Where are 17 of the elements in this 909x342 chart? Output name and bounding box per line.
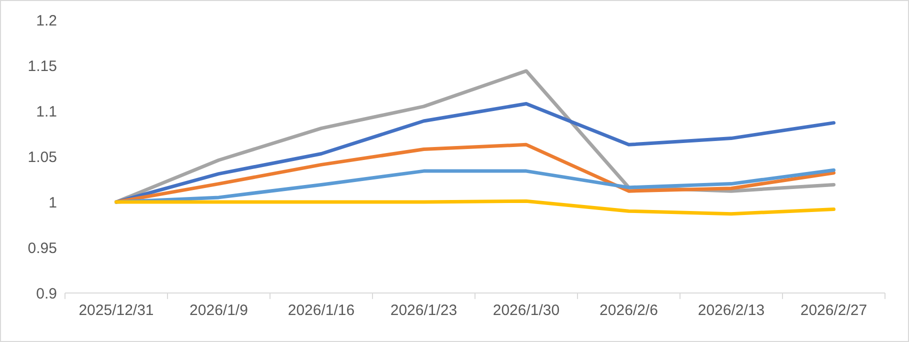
x-tick-label: 2026/1/30 <box>492 302 560 319</box>
y-tick-label: 1.1 <box>36 103 57 120</box>
y-tick-label: 1.05 <box>28 148 57 166</box>
y-tick-label: 1.15 <box>28 58 57 75</box>
line-series <box>114 142 836 204</box>
x-tick-label: 2026/2/27 <box>800 302 868 319</box>
x-tick-label: 2026/1/9 <box>190 302 248 319</box>
y-tick-label: 0.95 <box>28 240 57 257</box>
line-series <box>114 199 836 216</box>
x-tick-label: 2026/2/13 <box>698 302 765 319</box>
x-tick-label: 2026/1/16 <box>288 302 355 319</box>
x-tick-label: 2026/2/6 <box>600 302 658 319</box>
y-tick-label: 1 <box>48 194 57 212</box>
y-tick-label: 1.2 <box>36 12 57 30</box>
x-tick-label: 2026/1/23 <box>390 302 458 319</box>
y-tick-label: 0.9 <box>36 285 57 302</box>
x-tick-label: 2025/12/31 <box>78 302 154 319</box>
